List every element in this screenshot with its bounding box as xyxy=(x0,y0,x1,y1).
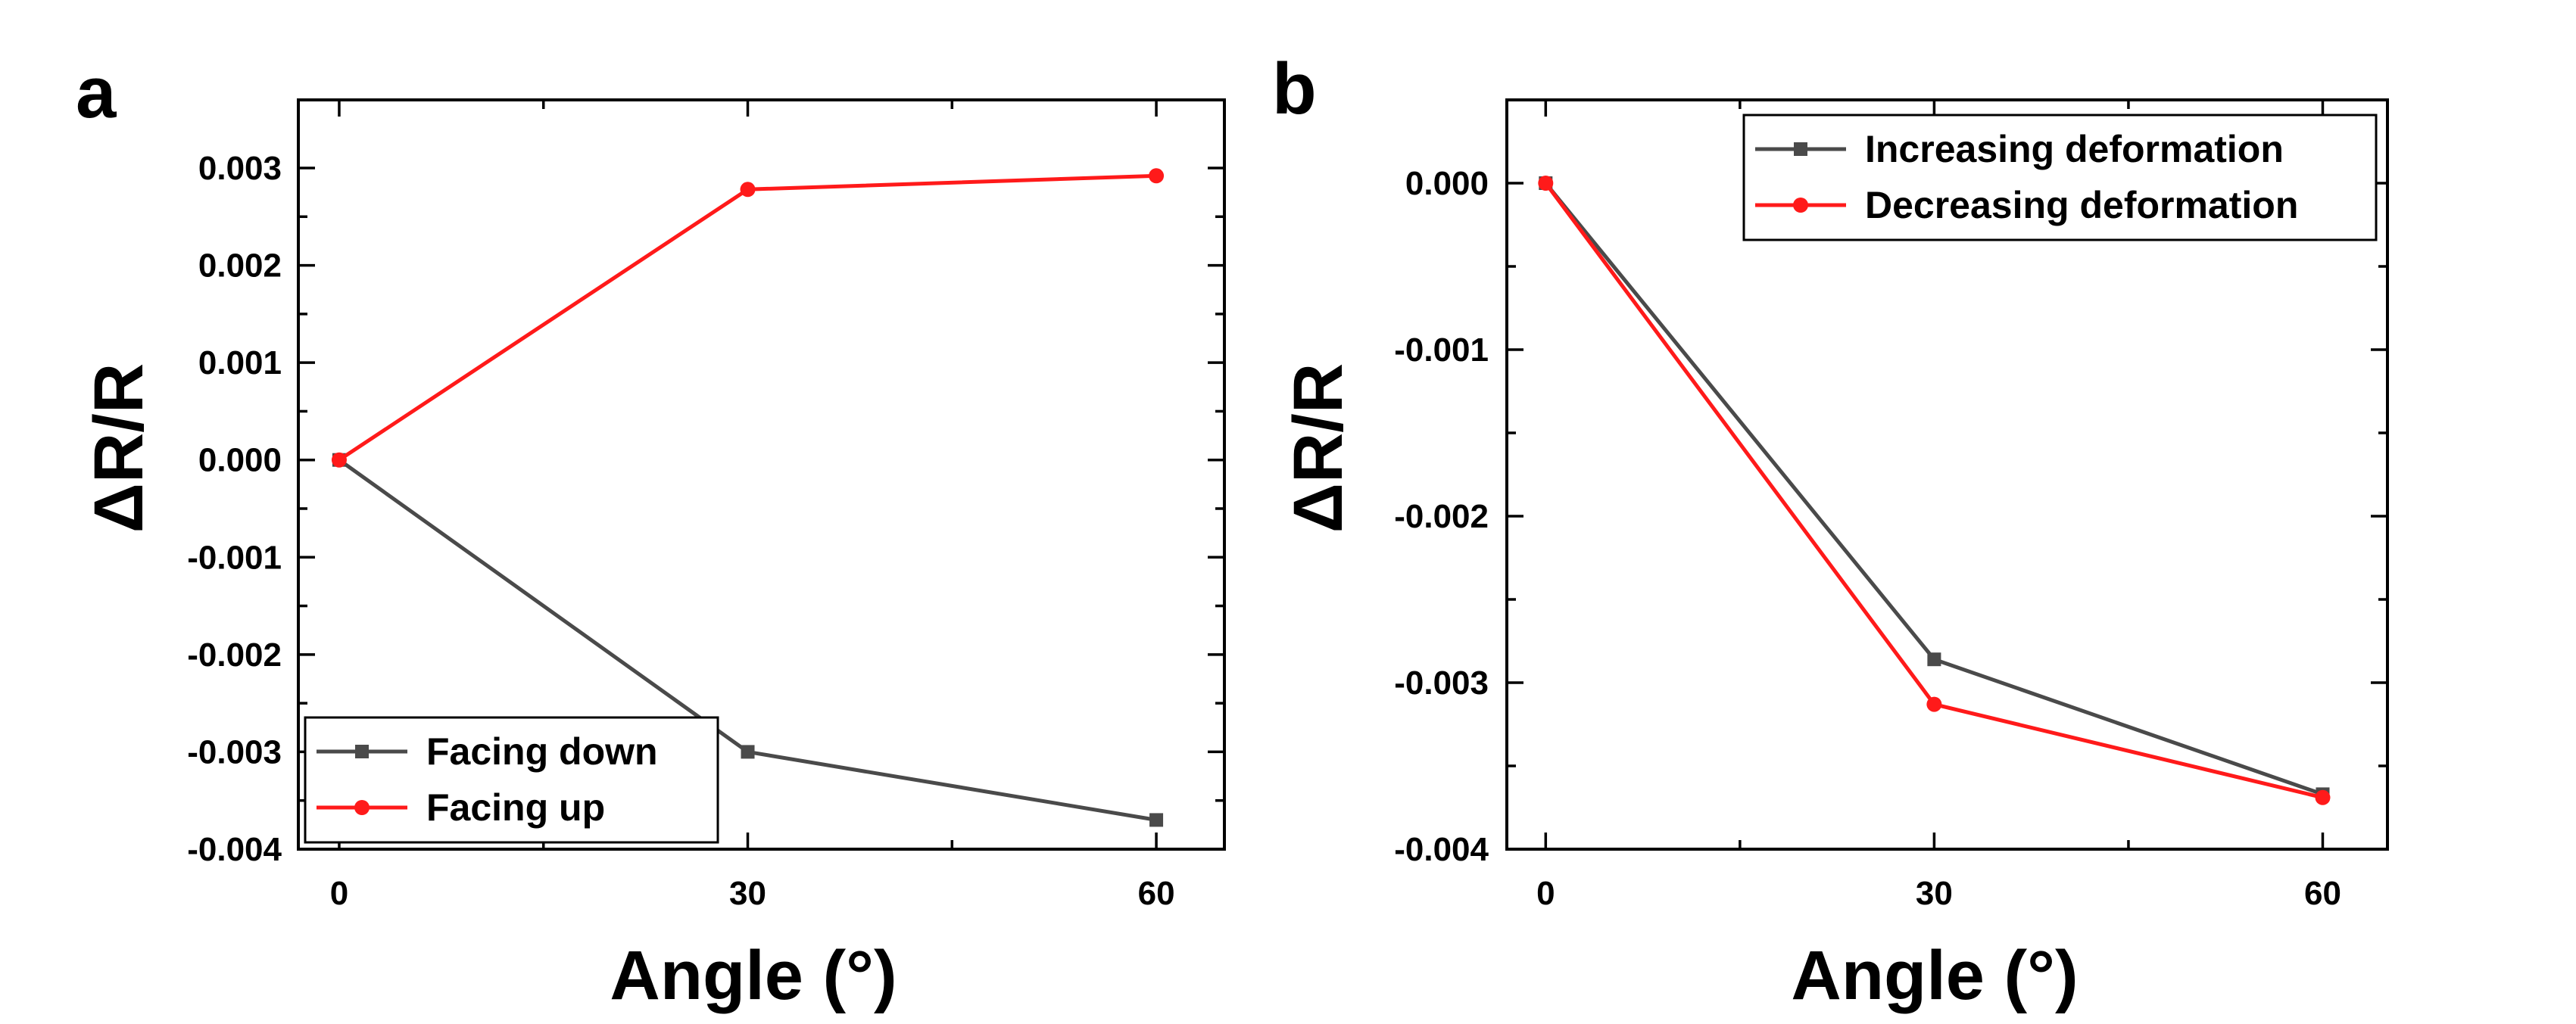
legend-marker xyxy=(354,800,370,815)
y-tick-label: -0.001 xyxy=(1394,331,1489,369)
x-tick-label: 30 xyxy=(1916,875,1953,912)
y-tick-label: -0.002 xyxy=(187,636,282,674)
legend-marker xyxy=(355,745,369,758)
data-point xyxy=(1149,168,1165,184)
legend-marker xyxy=(1794,142,1807,156)
legend-marker xyxy=(1793,198,1808,213)
y-tick-label: -0.004 xyxy=(1394,831,1489,868)
data-point xyxy=(1926,696,1942,712)
panel-b-label: b xyxy=(1272,48,1317,129)
series-line-2 xyxy=(338,173,1157,462)
y-tick-label: 0.002 xyxy=(198,247,282,285)
plot-frame xyxy=(1505,98,2389,851)
data-point xyxy=(2315,789,2331,805)
legend xyxy=(1742,114,2378,241)
y-tick-label: -0.002 xyxy=(1394,498,1489,535)
y-tick-label: -0.003 xyxy=(1394,665,1489,702)
x-tick-label: 30 xyxy=(729,875,766,912)
legend xyxy=(304,716,719,844)
panel-b-x-axis-title: Angle (°) xyxy=(1791,937,2078,1014)
plot-frame xyxy=(297,98,1226,851)
panel-a-y-axis-title: ΔR/R xyxy=(80,363,157,534)
legend-label: Facing up xyxy=(426,786,605,829)
data-point xyxy=(1927,652,1941,667)
legend-label: Decreasing deformation xyxy=(1865,184,2298,226)
data-point xyxy=(741,745,755,759)
y-tick-label: -0.003 xyxy=(187,733,282,770)
y-tick-label: 0.001 xyxy=(198,344,282,381)
x-tick-label: 0 xyxy=(330,875,348,912)
legend-label: Facing down xyxy=(426,730,658,773)
y-tick-label: -0.004 xyxy=(187,831,282,868)
x-tick-label: 60 xyxy=(2304,875,2341,912)
x-tick-label: 0 xyxy=(1536,875,1555,912)
panel-a: a ΔR/R Angle (°) 0.003 0.002 0.001 0.000 -0.… xyxy=(76,52,1226,1014)
x-tick-label: 60 xyxy=(1138,875,1175,912)
panel-b-y-axis-title: ΔR/R xyxy=(1280,363,1357,534)
legend-label: Increasing deformation xyxy=(1865,128,2284,170)
data-point xyxy=(331,452,347,468)
data-point xyxy=(1538,176,1554,191)
panel-b: b ΔR/R Angle (°) 0.000 -0.001 -0.002 -0.003… xyxy=(1272,48,2389,1014)
panel-a-x-axis-title: Angle (°) xyxy=(610,937,897,1014)
y-tick-label: -0.001 xyxy=(187,539,282,576)
data-point xyxy=(1149,813,1164,827)
y-tick-label: 0.000 xyxy=(1405,165,1489,202)
panel-a-label: a xyxy=(76,52,117,133)
data-point xyxy=(740,182,756,198)
y-tick-label: 0.003 xyxy=(198,150,282,187)
y-tick-label: 0.000 xyxy=(198,442,282,479)
